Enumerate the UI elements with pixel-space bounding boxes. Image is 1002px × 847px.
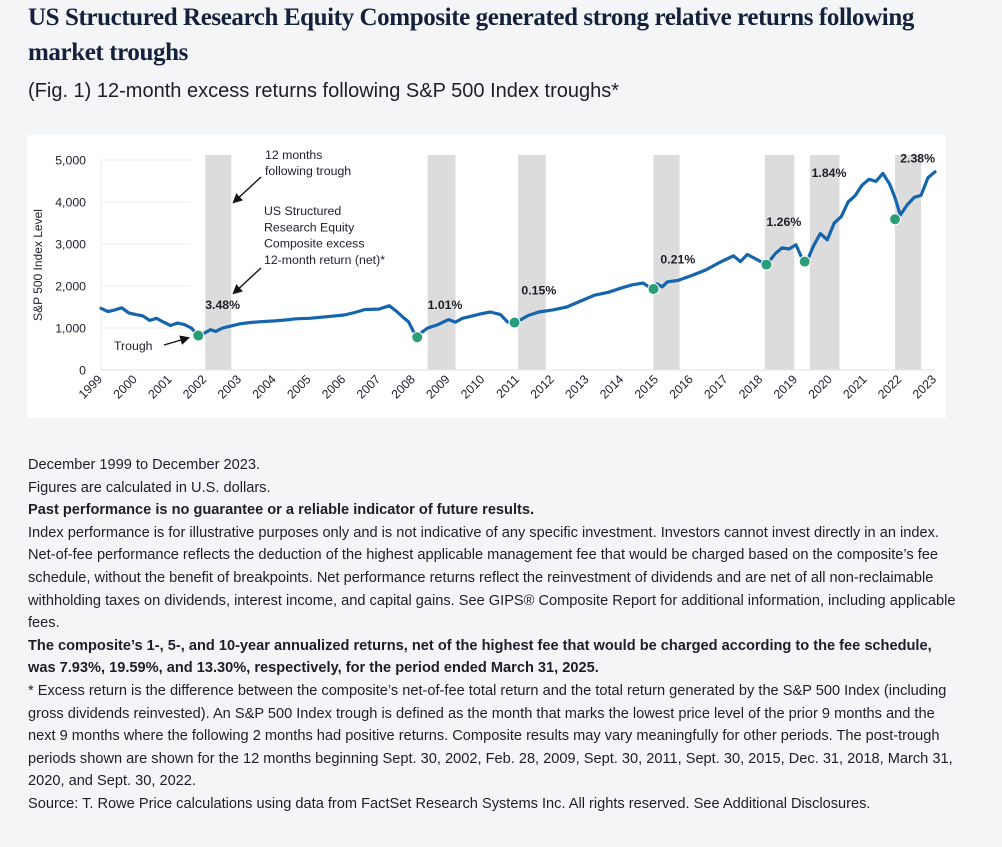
x-tick-label: 2004 xyxy=(250,372,279,401)
x-tick-label: 2002 xyxy=(180,372,209,401)
trough-dot-3 xyxy=(508,316,521,329)
trough-dot-4 xyxy=(647,282,660,295)
note-period: December 1999 to December 2023. xyxy=(28,457,261,473)
note-annualized-returns: The composite’s 1-, 5-, and 10-year annu… xyxy=(28,637,932,677)
x-tick-label: 2001 xyxy=(145,372,174,401)
band-label-7: 2.38% xyxy=(900,152,935,166)
annotation-line: Composite excess xyxy=(264,237,364,251)
annotation-line: Research Equity xyxy=(264,220,355,234)
line-chart: 0 1,000 2,000 3,000 4,000 5,000 1999 2000 2001 2… xyxy=(31,148,939,401)
trough-dot-7 xyxy=(889,213,902,226)
band-label-6: 1.84% xyxy=(812,166,847,180)
x-tick-label: 2007 xyxy=(354,372,383,401)
annotation-arrow-band xyxy=(232,176,262,204)
x-tick-label: 2011 xyxy=(494,372,523,401)
x-tick-label: 2008 xyxy=(389,372,418,401)
x-tick-label: 2014 xyxy=(597,372,626,401)
annotation-line: US Structured xyxy=(264,204,341,218)
note-excess-return: * Excess return is the difference betwee… xyxy=(28,682,953,790)
annotations: 12 months following trough US Structured R… xyxy=(114,148,385,353)
annotation-arrow-trough xyxy=(163,335,191,346)
y-tick-label: 2,000 xyxy=(55,280,86,294)
post-trough-band-2 xyxy=(427,155,456,370)
y-tick-label: 0 xyxy=(79,364,86,378)
x-tick-label: 2010 xyxy=(458,372,487,401)
note-past-performance: Past performance is no guarantee or a re… xyxy=(28,502,535,519)
x-tick-label: 2003 xyxy=(215,372,244,401)
trough-dot-5 xyxy=(760,258,773,271)
x-tick-label: 2012 xyxy=(528,372,557,401)
y-tick-label: 4,000 xyxy=(55,196,86,210)
band-label-3: 0.15% xyxy=(521,283,556,297)
trough-dots xyxy=(192,213,902,344)
post-trough-band-7 xyxy=(895,155,922,370)
y-tick-label: 3,000 xyxy=(55,238,86,252)
y-tick-label: 5,000 xyxy=(55,154,86,168)
x-tick-label: 2021 xyxy=(840,372,869,401)
x-tick-label: 2019 xyxy=(771,372,800,401)
trough-dot-1 xyxy=(192,329,205,342)
x-tick-label: 2016 xyxy=(667,372,696,401)
x-tick-label: 2013 xyxy=(562,372,591,401)
annotation-line: following trough xyxy=(265,164,351,178)
x-tick-label: 2023 xyxy=(910,372,939,401)
note-net-of-fee: Net-of-fee performance reflects the dedu… xyxy=(28,547,956,632)
annotation-line: 12-month return (net)* xyxy=(264,253,385,267)
page-title: US Structured Research Equity Composite … xyxy=(28,4,914,66)
footnotes: December 1999 to December 2023. Figures … xyxy=(28,454,958,816)
band-label-4: 0.21% xyxy=(660,253,695,267)
chart-card: 0 1,000 2,000 3,000 4,000 5,000 1999 2000 2001 2… xyxy=(27,135,946,418)
x-tick-label: 2017 xyxy=(701,372,730,401)
annotation-arrow-return xyxy=(232,267,262,295)
trough-dot-2 xyxy=(411,331,424,344)
trough-dot-6 xyxy=(798,255,811,268)
x-axis-ticks: 1999 2000 2001 2002 2003 2004 2005 2006 2007 2008… xyxy=(76,372,939,401)
annotation-line: 12 months xyxy=(265,148,322,162)
note-currency: Figures are calculated in U.S. dollars. xyxy=(28,479,271,496)
y-axis-ticks: 0 1,000 2,000 3,000 4,000 5,000 xyxy=(55,154,86,378)
x-tick-label: 2000 xyxy=(111,372,140,401)
figure-subtitle: (Fig. 1) 12-month excess returns followi… xyxy=(28,80,620,102)
y-axis-title: S&P 500 Index Level xyxy=(31,209,45,321)
x-tick-label: 2015 xyxy=(632,372,661,401)
band-label-1: 3.48% xyxy=(205,298,240,312)
band-label-2: 1.01% xyxy=(428,298,463,312)
x-tick-label: 2020 xyxy=(806,372,835,401)
y-tick-label: 1,000 xyxy=(55,322,86,336)
x-tick-label: 2018 xyxy=(736,372,765,401)
x-tick-label: 2009 xyxy=(423,372,452,401)
annotation-trough-note: Trough xyxy=(114,339,153,353)
post-trough-band-6 xyxy=(809,155,840,370)
annotation-band-note: 12 months following trough xyxy=(265,148,351,178)
note-source: Source: T. Rowe Price calculations using… xyxy=(28,795,871,812)
post-trough-band-1 xyxy=(205,155,232,370)
gridlines xyxy=(100,159,935,371)
annotation-return-note: US Structured Research Equity Composite ex… xyxy=(264,204,385,267)
note-index-performance: Index performance is for illustrative pu… xyxy=(28,524,939,541)
x-tick-label: 2005 xyxy=(284,372,313,401)
band-labels: 3.48% 1.01% 0.15% 0.21% 1.26% 1.84% 2.38% xyxy=(205,152,935,313)
x-tick-label: 2006 xyxy=(319,372,348,401)
band-label-5: 1.26% xyxy=(766,215,801,229)
post-trough-band-4 xyxy=(653,155,680,370)
post-trough-band-3 xyxy=(518,155,546,370)
x-tick-label: 2022 xyxy=(875,372,904,401)
